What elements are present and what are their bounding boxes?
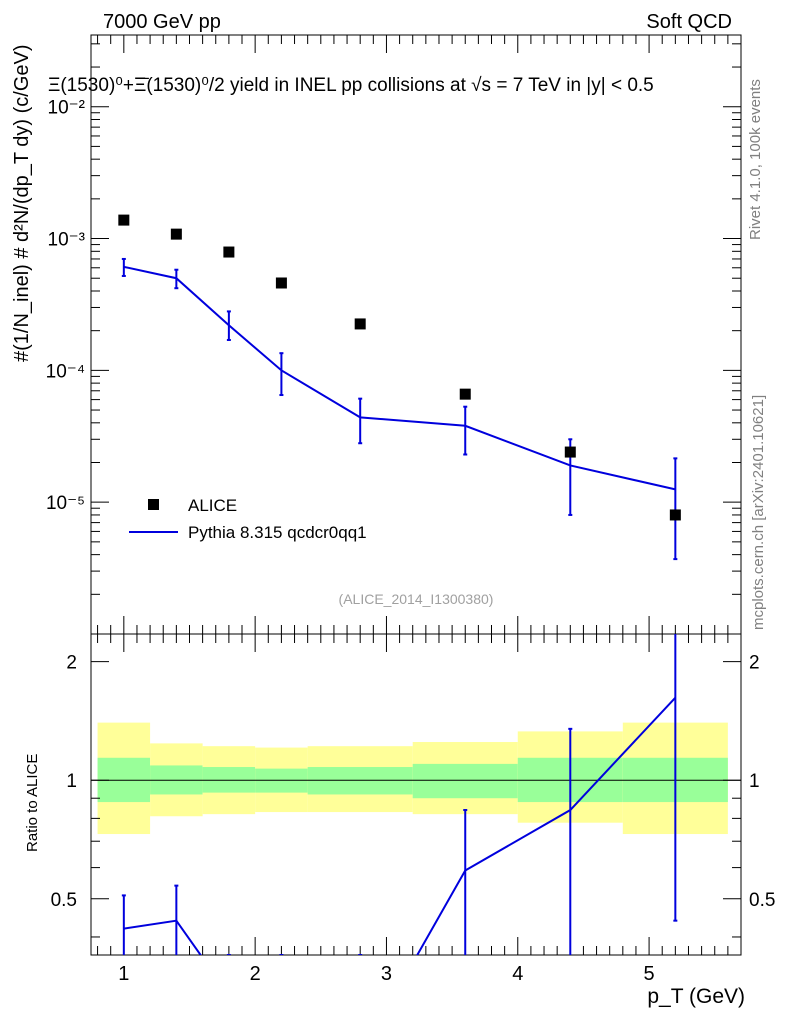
y-tick-label: 10⁻⁴ (46, 361, 85, 382)
x-tick-label: 5 (644, 963, 655, 985)
legend-data-marker (148, 499, 159, 510)
data-point (275, 277, 287, 289)
data-point (459, 388, 471, 400)
data-point (354, 318, 366, 330)
ratio-plot-layer: 1 2 3 4 5 0.5 0.5 1 1 2 2 (51, 634, 775, 985)
ratio-ylabel: Ratio to ALICE (24, 754, 41, 852)
y-tick-label: 10⁻³ (48, 230, 86, 251)
x-tick-label: 3 (381, 963, 392, 985)
main-ylabel: #(1/N_inel) # d²N/(dp_T dy) (c/GeV) (11, 44, 33, 362)
header-left: 7000 GeV pp (103, 11, 221, 33)
data-point (564, 446, 576, 458)
ratio-y-tick-label-right: 0.5 (749, 890, 775, 911)
ratio-band-inner (307, 767, 413, 795)
x-axis-label: p_T (GeV) (647, 985, 745, 1008)
data-point (118, 214, 130, 226)
header-right: Soft QCD (646, 11, 732, 33)
plot-title: Ξ(1530)⁰+Ξ̄(1530)⁰/2 yield in INEL pp co… (48, 75, 654, 96)
ratio-y-tick-label-right: 1 (749, 771, 760, 792)
side-text-top: Rivet 4.1.0, 100k events (747, 79, 764, 240)
x-tick-label: 4 (512, 963, 523, 985)
data-point (223, 246, 235, 258)
ratio-y-tick-label-right: 2 (749, 653, 760, 674)
ratio-frame (90, 633, 742, 956)
ratio-y-tick-label-left: 2 (66, 653, 77, 674)
y-tick-label: 10⁻² (48, 98, 86, 119)
mc-series-line (123, 265, 676, 491)
y-tick-label: 10⁻⁵ (46, 493, 85, 514)
watermark: (ALICE_2014_I1300380) (339, 591, 494, 607)
side-text-bottom: mcplots.cern.ch [arXiv:2401.10621] (750, 395, 767, 630)
ratio-band-inner (412, 763, 518, 799)
data-point (170, 228, 182, 240)
ratio-y-tick-label-left: 0.5 (51, 890, 77, 911)
main-plot-layer: 10⁻⁵ 10⁻⁴ 10⁻³ 10⁻² (46, 35, 741, 635)
ratio-mc-group (121, 634, 678, 955)
x-tick-label: 2 (250, 963, 261, 985)
x-tick-label: 1 (118, 963, 129, 985)
ratio-mc-line (123, 696, 677, 955)
legend-data-label: ALICE (188, 496, 237, 515)
ratio-y-tick-label-left: 1 (66, 771, 77, 792)
data-point (669, 509, 681, 521)
legend-mc-label: Pythia 8.315 qcdcr0qq1 (188, 523, 367, 542)
main-frame (90, 34, 742, 635)
